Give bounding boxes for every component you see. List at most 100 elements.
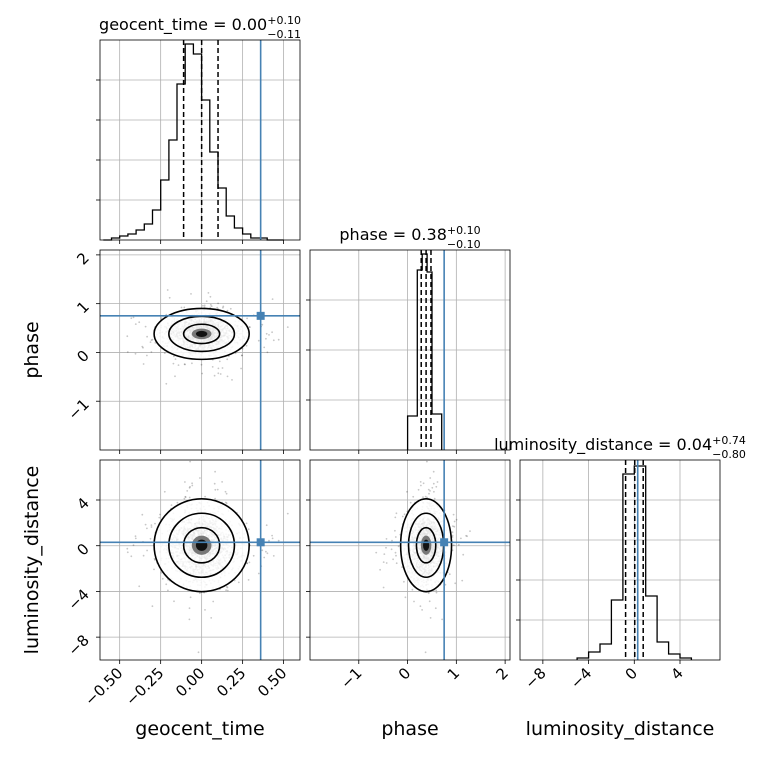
- sample-point-geocent_time-vs-luminosity_distance: [265, 550, 267, 553]
- sample-point-geocent_time-vs-luminosity_distance: [184, 496, 187, 498]
- sample-point-geocent_time-vs-phase: [271, 298, 274, 300]
- sample-point-geocent_time-vs-luminosity_distance: [188, 486, 191, 489]
- sample-point-geocent_time-vs-luminosity_distance: [226, 586, 229, 589]
- sample-point-geocent_time-vs-luminosity_distance: [189, 596, 192, 599]
- sample-point-geocent_time-vs-phase: [266, 351, 269, 354]
- sample-point-geocent_time-vs-luminosity_distance: [188, 618, 191, 621]
- x-axis-label-geocent_time: geocent_time: [135, 718, 264, 740]
- sample-point-geocent_time-vs-luminosity_distance: [210, 617, 213, 619]
- panel-title-phase: phase = 0.38+0.10: [339, 224, 480, 244]
- sample-point-phase-vs-luminosity_distance: [420, 484, 422, 487]
- sample-point-geocent_time-vs-luminosity_distance: [150, 526, 153, 528]
- sample-point-phase-vs-luminosity_distance: [427, 488, 430, 491]
- density-peak-geocent_time-vs-luminosity_distance: [195, 539, 208, 551]
- sample-point-geocent_time-vs-phase: [132, 316, 135, 319]
- histogram-layer: [103, 40, 693, 660]
- sample-point-geocent_time-vs-phase: [172, 362, 175, 365]
- sample-point-geocent_time-vs-luminosity_distance: [247, 528, 250, 531]
- contour-group-phase-vs-luminosity_distance: [399, 498, 453, 593]
- sample-point-phase-vs-luminosity_distance: [424, 495, 427, 498]
- contour-group-geocent_time-vs-luminosity_distance: [153, 498, 250, 593]
- panel-title-plus-luminosity_distance: +0.74: [712, 434, 746, 447]
- sample-point-phase-vs-luminosity_distance: [421, 609, 423, 611]
- sample-point-phase-vs-luminosity_distance: [460, 537, 462, 540]
- sample-point-phase-vs-luminosity_distance: [382, 586, 385, 589]
- sample-point-geocent_time-vs-luminosity_distance: [225, 492, 228, 495]
- sample-point-geocent_time-vs-luminosity_distance: [271, 534, 273, 537]
- sample-point-phase-vs-luminosity_distance: [411, 588, 414, 591]
- sample-point-geocent_time-vs-luminosity_distance: [246, 562, 249, 565]
- sample-point-geocent_time-vs-phase: [201, 372, 204, 375]
- sample-point-phase-vs-luminosity_distance: [419, 481, 422, 483]
- sample-point-geocent_time-vs-phase: [205, 300, 208, 303]
- sample-point-geocent_time-vs-luminosity_distance: [189, 485, 191, 488]
- sample-point-geocent_time-vs-phase: [257, 339, 260, 342]
- sample-point-geocent_time-vs-phase: [286, 326, 289, 328]
- sample-point-geocent_time-vs-luminosity_distance: [199, 477, 201, 479]
- x-axis-label-luminosity_distance: luminosity_distance: [526, 718, 715, 740]
- grid-layer: [100, 40, 720, 660]
- sample-point-phase-vs-luminosity_distance: [382, 561, 385, 563]
- density-peak-phase-vs-luminosity_distance: [423, 539, 430, 551]
- sample-point-geocent_time-vs-luminosity_distance: [271, 537, 274, 540]
- sample-point-phase-vs-luminosity_distance: [452, 544, 455, 547]
- sample-point-phase-vs-luminosity_distance: [454, 582, 457, 585]
- sample-point-phase-vs-luminosity_distance: [469, 530, 471, 532]
- sample-point-phase-vs-luminosity_distance: [435, 485, 438, 488]
- sample-point-geocent_time-vs-phase: [177, 364, 180, 366]
- sample-point-geocent_time-vs-luminosity_distance: [272, 555, 275, 557]
- sample-point-phase-vs-luminosity_distance: [401, 566, 403, 568]
- sample-point-geocent_time-vs-luminosity_distance: [191, 482, 194, 485]
- sample-point-geocent_time-vs-luminosity_distance: [170, 504, 173, 506]
- sample-point-geocent_time-vs-luminosity_distance: [191, 484, 194, 487]
- sample-point-geocent_time-vs-luminosity_distance: [150, 524, 153, 526]
- sample-point-phase-vs-luminosity_distance: [453, 520, 456, 523]
- sample-point-geocent_time-vs-phase: [144, 325, 147, 328]
- x-tick-label-luminosity_distance-1: −4: [567, 664, 595, 692]
- sample-point-phase-vs-luminosity_distance: [455, 518, 458, 521]
- sample-point-geocent_time-vs-phase: [142, 346, 144, 349]
- x-tick-label-geocent_time-2: 0.00: [172, 664, 208, 700]
- sample-point-geocent_time-vs-phase: [173, 355, 175, 358]
- sample-point-geocent_time-vs-phase: [130, 317, 133, 320]
- sample-point-geocent_time-vs-luminosity_distance: [214, 470, 217, 473]
- sample-point-geocent_time-vs-phase: [231, 379, 233, 381]
- sample-point-geocent_time-vs-phase: [265, 337, 267, 340]
- y-tick-label-phase-2: 1: [73, 298, 92, 317]
- sample-point-geocent_time-vs-luminosity_distance: [167, 589, 169, 592]
- sample-point-geocent_time-vs-luminosity_distance: [204, 609, 206, 611]
- sample-point-geocent_time-vs-luminosity_distance: [153, 568, 155, 571]
- sample-point-phase-vs-luminosity_distance: [435, 591, 438, 594]
- sample-point-geocent_time-vs-phase: [268, 334, 270, 336]
- sample-point-geocent_time-vs-luminosity_distance: [184, 495, 187, 498]
- sample-point-phase-vs-luminosity_distance: [462, 553, 465, 556]
- sample-point-phase-vs-luminosity_distance: [395, 554, 397, 557]
- sample-point-geocent_time-vs-luminosity_distance: [216, 488, 219, 491]
- sample-point-geocent_time-vs-phase: [142, 363, 145, 365]
- y-tick-label-phase-1: 0: [73, 347, 92, 366]
- x-tick-label-geocent_time-0: −0.50: [81, 664, 126, 709]
- sample-point-geocent_time-vs-luminosity_distance: [225, 589, 228, 592]
- sample-point-phase-vs-luminosity_distance: [426, 460, 428, 463]
- sample-point-phase-vs-luminosity_distance: [426, 496, 428, 499]
- sample-point-geocent_time-vs-phase: [272, 339, 275, 342]
- contour-layer: [153, 307, 453, 593]
- sample-point-geocent_time-vs-luminosity_distance: [224, 490, 227, 493]
- sample-point-geocent_time-vs-phase: [160, 317, 163, 319]
- sample-point-phase-vs-luminosity_distance: [385, 538, 388, 540]
- y-tick-label-luminosity_distance-0: −8: [64, 631, 92, 659]
- panel-title-main-luminosity_distance: luminosity_distance = 0.04: [494, 435, 712, 455]
- sample-point-geocent_time-vs-luminosity_distance: [141, 513, 144, 516]
- sample-point-phase-vs-luminosity_distance: [465, 534, 467, 537]
- sample-point-geocent_time-vs-phase: [221, 367, 224, 369]
- sample-point-phase-vs-luminosity_distance: [379, 568, 381, 571]
- sample-point-phase-vs-luminosity_distance: [452, 513, 455, 516]
- sample-point-geocent_time-vs-luminosity_distance: [245, 522, 248, 525]
- sample-point-geocent_time-vs-luminosity_distance: [126, 547, 129, 550]
- sample-point-geocent_time-vs-phase: [240, 367, 243, 370]
- sample-point-geocent_time-vs-luminosity_distance: [154, 522, 156, 525]
- sample-point-geocent_time-vs-luminosity_distance: [212, 600, 215, 603]
- sample-point-geocent_time-vs-phase: [209, 295, 212, 298]
- sample-point-geocent_time-vs-luminosity_distance: [159, 513, 161, 516]
- sample-point-phase-vs-luminosity_distance: [441, 618, 443, 621]
